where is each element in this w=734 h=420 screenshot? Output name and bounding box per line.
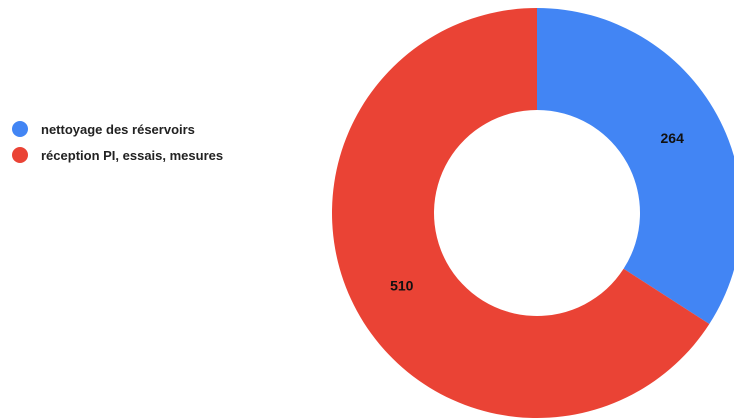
legend-item-reception[interactable]: réception PI, essais, mesures — [12, 142, 223, 168]
legend-label-nettoyage: nettoyage des réservoirs — [41, 121, 195, 137]
data-label-nettoyage: 264 — [661, 130, 685, 146]
donut-slice-nettoyage[interactable] — [537, 8, 734, 325]
data-label-reception: 510 — [390, 277, 414, 293]
chart-legend: nettoyage des réservoirs réception PI, e… — [12, 116, 223, 168]
donut-slice-reception[interactable] — [331, 8, 710, 418]
legend-swatch-nettoyage — [12, 121, 28, 137]
legend-item-nettoyage[interactable]: nettoyage des réservoirs — [12, 116, 223, 142]
legend-label-reception: réception PI, essais, mesures — [41, 147, 224, 163]
legend-swatch-reception — [12, 147, 28, 163]
donut-data-labels: 264 510 — [390, 130, 684, 293]
donut-slices — [331, 8, 734, 418]
